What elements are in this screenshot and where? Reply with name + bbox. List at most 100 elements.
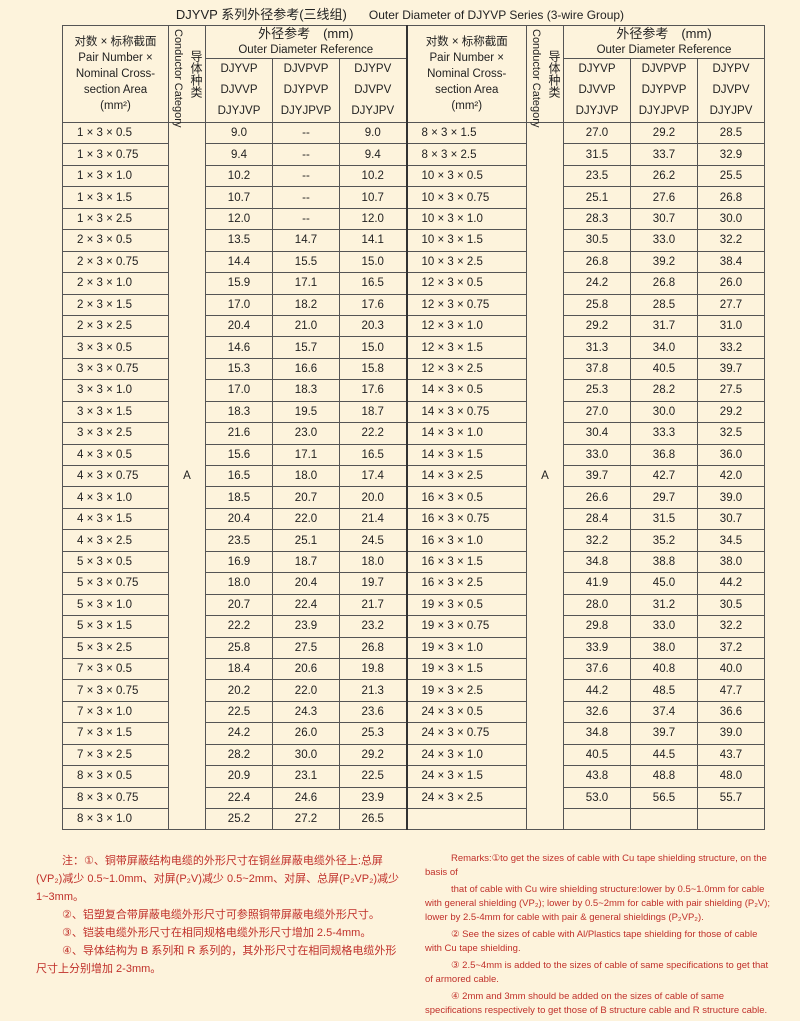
model-name: DJYJPV	[709, 105, 753, 117]
diameter-cell: 40.5	[563, 743, 631, 767]
diameter-cell: 20.0	[339, 486, 408, 509]
diameter-cell: 27.6	[630, 186, 698, 209]
table-row: 7 × 3 × 2.5 28.2 30.0 29.2 24 × 3 × 1.0 40.5 4…	[62, 743, 765, 767]
diameter-cell: 35.2	[630, 529, 698, 552]
conductor-category-cell: A	[526, 121, 564, 831]
spec-cell: 2 × 3 × 0.5	[62, 229, 169, 252]
model-header: DJVPVP DJYPVP DJYJPVP	[272, 58, 340, 123]
model-name: DJYVP	[220, 63, 258, 75]
diameter-cell: 14.1	[339, 229, 408, 252]
diameter-cell: 36.8	[630, 443, 698, 467]
model-header: DJYPV DJVPV DJYJPV	[339, 58, 408, 123]
spec-cell: 7 × 3 × 1.5	[62, 722, 169, 745]
diameter-cell: 14.7	[272, 229, 340, 252]
spec-cell: 24 × 3 × 1.0	[406, 743, 527, 767]
diameter-cell: 33.3	[630, 422, 698, 445]
outer-diameter-header: 外径参考 (mm) Outer Diameter Reference	[563, 25, 765, 59]
diameter-cell: 9.0	[339, 121, 408, 145]
spec-cell: 2 × 3 × 0.75	[62, 250, 169, 274]
diameter-cell: --	[272, 143, 340, 166]
diameter-cell: 15.0	[339, 336, 408, 359]
diameter-cell: 33.0	[630, 229, 698, 252]
diameter-cell: 21.7	[339, 593, 408, 617]
spec-cell: 1 × 3 × 2.5	[62, 207, 169, 231]
diameter-cell: 23.2	[339, 615, 408, 638]
diameter-cell: 30.0	[697, 207, 765, 231]
diameter-cell: 16.5	[205, 464, 273, 488]
diameter-cell: 27.0	[563, 400, 631, 424]
table-row: 1 × 3 × 1.0 10.2 -- 10.2 10 × 3 × 0.5 23.5 26.…	[62, 164, 765, 188]
conductor-category-header: Conductor Category 导体种类	[168, 25, 206, 127]
diameter-cell: 20.6	[272, 657, 340, 681]
diameter-cell: 18.0	[339, 550, 408, 574]
diameter-cell: 25.1	[272, 529, 340, 552]
diameter-cell: 44.2	[563, 679, 631, 702]
spec-header-line: Nominal Cross-	[75, 68, 156, 80]
diameter-cell: 48.5	[630, 679, 698, 702]
diameter-cell: 30.5	[563, 229, 631, 252]
spec-header-line: Pair Number ×	[78, 52, 153, 64]
model-name: DJYJPV	[351, 105, 395, 117]
spec-cell: 10 × 3 × 0.75	[406, 186, 527, 209]
diameter-cell: 37.8	[563, 357, 631, 381]
model-name: DJYVP	[578, 63, 616, 75]
note-en: that of cable with Cu wire shielding str…	[425, 884, 771, 923]
diameter-cell: 38.0	[697, 550, 765, 574]
diameter-cell: 28.3	[563, 207, 631, 231]
diameter-cell: 19.8	[339, 657, 408, 681]
spec-cell: 8 × 3 × 2.5	[406, 143, 527, 166]
diameter-cell: 29.7	[630, 486, 698, 509]
diameter-cell: 25.5	[697, 164, 765, 188]
header-row: DJYVP DJVVP DJYJVP DJVPVP DJYPVP DJYJPVP DJYPV…	[63, 58, 765, 123]
diameter-cell: 26.2	[630, 164, 698, 188]
spec-cell: 4 × 3 × 0.75	[62, 464, 169, 488]
diameter-cell: 29.2	[339, 743, 408, 767]
diameter-cell: 38.0	[630, 636, 698, 659]
spec-cell: 10 × 3 × 0.5	[406, 164, 527, 188]
diameter-cell: 18.5	[205, 486, 273, 509]
spec-cell: 4 × 3 × 1.0	[62, 486, 169, 509]
diameter-cell: 29.8	[563, 615, 631, 638]
spec-header-line: Pair Number ×	[429, 52, 504, 64]
table-row: 4 × 3 × 1.5 20.4 22.0 21.4 16 × 3 × 0.75 28.4…	[62, 507, 765, 531]
diameter-cell: 29.2	[630, 121, 698, 145]
diameter-cell: 55.7	[697, 786, 765, 810]
table-row: 2 × 3 × 1.0 15.9 17.1 16.5 12 × 3 × 0.5 24.2 2…	[62, 272, 765, 295]
diameter-cell: 26.0	[697, 272, 765, 295]
od-cn: 外径参考 (mm)	[616, 26, 712, 41]
diameter-cell: 37.6	[563, 657, 631, 681]
diameter-cell: 23.9	[272, 615, 340, 638]
spec-cell: 24 × 3 × 0.5	[406, 700, 527, 724]
table-row: 7 × 3 × 1.0 22.5 24.3 23.6 24 × 3 × 0.5 32.6 3…	[62, 700, 765, 724]
spec-cell: 3 × 3 × 1.5	[62, 400, 169, 424]
spec-header: 对数 × 标称截面 Pair Number × Nominal Cross-sect…	[62, 25, 169, 123]
diameter-cell: 17.1	[272, 443, 340, 467]
header-row: 对数 × 标称截面 Pair Number × Nominal Cross-sect…	[62, 25, 765, 127]
table-row: 7 × 3 × 0.5 18.4 20.6 19.8 19 × 3 × 1.5 37.6 4…	[62, 657, 765, 681]
spec-cell: 10 × 3 × 2.5	[406, 250, 527, 274]
diameter-cell: 40.5	[630, 357, 698, 381]
table-row: 5 × 3 × 1.0 20.7 22.4 21.7 19 × 3 × 0.5 28.0 3…	[62, 593, 765, 617]
diameter-cell: 26.0	[272, 722, 340, 745]
diameter-cell: 12.0	[339, 207, 408, 231]
spec-cell: 12 × 3 × 1.0	[406, 314, 527, 338]
diameter-cell: 20.3	[339, 314, 408, 338]
diameter-cell: 28.0	[563, 593, 631, 617]
diameter-cell: 23.0	[272, 422, 340, 445]
spec-header-line: 对数 × 标称截面	[425, 36, 508, 48]
diameter-cell: --	[272, 207, 340, 231]
spec-cell: 12 × 3 × 0.75	[406, 293, 527, 316]
spec-cell: 4 × 3 × 2.5	[62, 529, 169, 552]
diameter-cell: 18.3	[272, 379, 340, 402]
diameter-cell: 28.2	[205, 743, 273, 767]
table-row: 7 × 3 × 1.5 24.2 26.0 25.3 24 × 3 × 0.75 34.8…	[62, 722, 765, 745]
diameter-cell: 18.2	[272, 293, 340, 316]
diameter-cell: --	[272, 164, 340, 188]
od-cn: 外径参考 (mm)	[258, 26, 354, 41]
model-name: DJVPV	[712, 84, 750, 96]
diameter-cell: 10.7	[339, 186, 408, 209]
category-labels: Conductor Category 导体种类	[527, 29, 563, 127]
diameter-cell: 34.8	[563, 550, 631, 574]
diameter-cell: 26.8	[630, 272, 698, 295]
page-title: DJYVP 系列外径参考(三线组) Outer Diameter of DJYVP…	[0, 4, 800, 23]
